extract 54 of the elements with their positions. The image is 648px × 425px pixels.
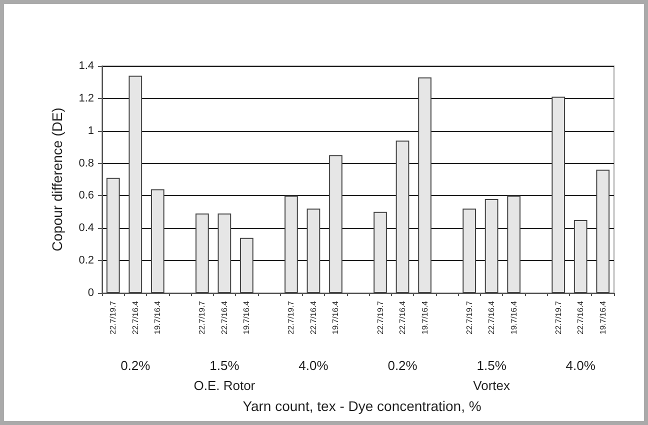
bar bbox=[240, 238, 254, 293]
bar bbox=[484, 198, 498, 293]
x-tick-label: 22.7/19.7 bbox=[376, 300, 385, 334]
y-tick-label: 1.4 bbox=[78, 60, 94, 72]
x-tick-label: 19.7/16.4 bbox=[509, 300, 518, 334]
x-tick-label: 22.7/16.4 bbox=[398, 300, 408, 334]
text: 1.5% bbox=[210, 358, 240, 373]
bar bbox=[507, 196, 521, 293]
x-tick-label: 22.7/16.4 bbox=[487, 300, 496, 334]
bar bbox=[128, 76, 142, 293]
text: 4.0% bbox=[566, 358, 596, 373]
y-tick-label: 0.4 bbox=[78, 222, 94, 234]
x-tick-label: 22.7/19.7 bbox=[108, 300, 118, 334]
text: 0.2% bbox=[120, 358, 151, 373]
text: 1.5% bbox=[476, 358, 507, 373]
bar bbox=[574, 220, 588, 293]
bar bbox=[218, 214, 232, 293]
x-tick-label: 19.7/16.4 bbox=[598, 300, 608, 334]
x-tick-label: 22.7/16.4 bbox=[220, 300, 229, 334]
bar bbox=[596, 170, 610, 293]
bar bbox=[150, 189, 164, 293]
y-tick-label: 0.2 bbox=[78, 254, 94, 267]
bar bbox=[552, 96, 566, 293]
text: 0.2% bbox=[388, 358, 418, 373]
x-tick-label: 22.7/19.7 bbox=[464, 300, 474, 334]
x-tick-label: 22.7/19.7 bbox=[198, 300, 207, 334]
y-tick-label: 1 bbox=[88, 124, 94, 137]
x-tick-label: 22.7/19.7 bbox=[286, 300, 296, 334]
bar bbox=[374, 212, 387, 293]
bar bbox=[462, 208, 476, 293]
bar bbox=[195, 214, 209, 293]
bar bbox=[396, 140, 410, 293]
x-tick-label: 22.7/16.4 bbox=[130, 300, 140, 334]
y-axis-title: Copour difference (DE) bbox=[49, 108, 65, 252]
x-axis-title: Yarn count, tex - Dye concentration, % bbox=[242, 398, 482, 414]
bar bbox=[306, 208, 320, 293]
x-tick-label: 19.7/16.4 bbox=[153, 300, 162, 334]
x-tick-label: 19.7/16.4 bbox=[242, 300, 252, 334]
bar bbox=[329, 155, 342, 293]
x-tick-label: 22.7/16.4 bbox=[308, 300, 318, 334]
x-tick-label: 19.7/16.4 bbox=[331, 300, 340, 334]
x-tick-label: 22.7/16.4 bbox=[576, 300, 586, 334]
text: O.E. Rotor bbox=[194, 378, 256, 393]
text: Vortex bbox=[473, 378, 510, 393]
y-tick-label: 1.2 bbox=[78, 92, 94, 104]
bar bbox=[284, 196, 298, 293]
y-tick-label: 0.6 bbox=[78, 190, 94, 202]
y-tick-label: 0.8 bbox=[78, 157, 94, 170]
bar bbox=[418, 77, 432, 293]
bar bbox=[106, 178, 120, 293]
x-tick-label: 19.7/16.4 bbox=[420, 300, 430, 334]
y-tick-label: 0 bbox=[88, 287, 94, 299]
x-tick-label: 22.7/19.7 bbox=[554, 300, 563, 334]
text: 4.0% bbox=[298, 358, 329, 373]
